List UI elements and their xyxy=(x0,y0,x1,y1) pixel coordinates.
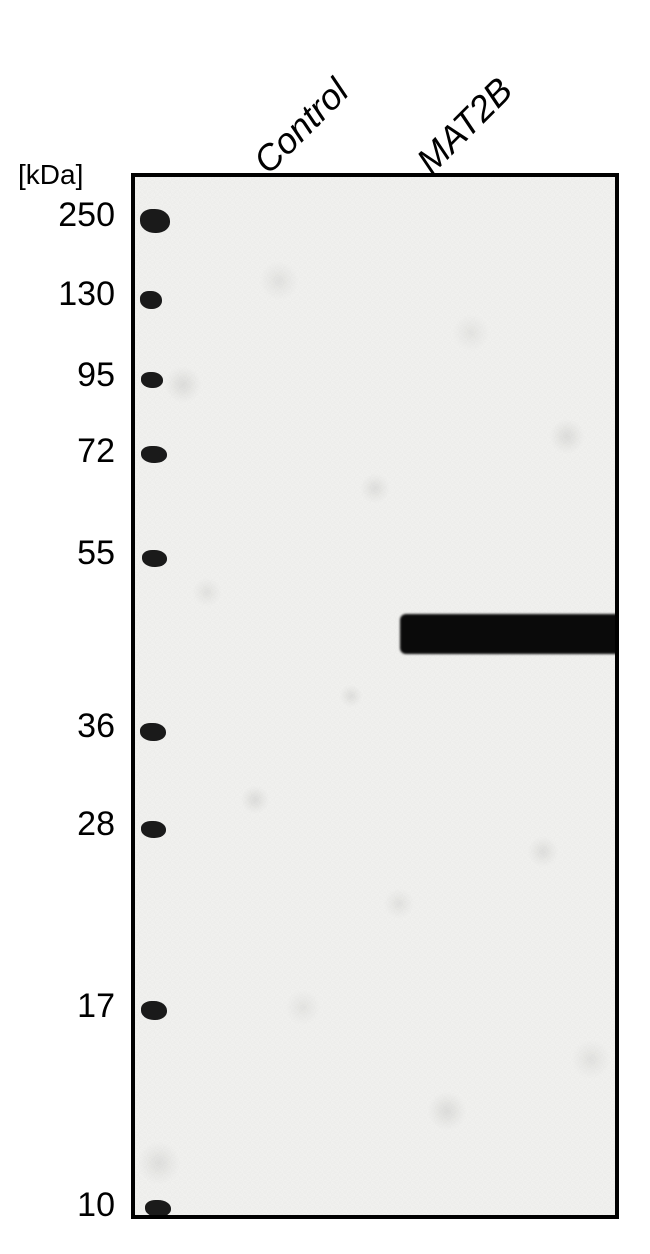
blot-membrane xyxy=(131,173,619,1219)
mw-label-10: 10 xyxy=(25,1186,115,1225)
lane-label-mat2b: MAT2B xyxy=(408,69,521,182)
ladder-mark-95 xyxy=(141,372,163,388)
mw-label-17: 17 xyxy=(25,987,115,1026)
ladder-mark-130 xyxy=(140,291,162,309)
unit-label: [kDa] xyxy=(18,159,83,191)
band-mat2b xyxy=(400,614,619,654)
membrane-noise xyxy=(135,177,615,1215)
ladder-mark-250 xyxy=(140,209,170,233)
mw-label-250: 250 xyxy=(25,196,115,235)
ladder-mark-17 xyxy=(141,1001,167,1020)
mw-label-28: 28 xyxy=(25,805,115,844)
ladder-mark-10 xyxy=(145,1200,171,1217)
ladder-mark-28 xyxy=(141,821,166,838)
ladder-mark-72 xyxy=(141,446,167,463)
ladder-mark-36 xyxy=(140,723,166,741)
mw-label-36: 36 xyxy=(25,707,115,746)
mw-label-72: 72 xyxy=(25,432,115,471)
lane-label-control: Control xyxy=(245,70,357,182)
ladder-mark-55 xyxy=(142,550,167,567)
mw-label-130: 130 xyxy=(25,275,115,314)
mw-label-55: 55 xyxy=(25,534,115,573)
mw-label-95: 95 xyxy=(25,356,115,395)
western-blot-figure: [kDa] 250 130 95 72 55 36 28 17 10 Control MAT2B xyxy=(0,0,650,1254)
